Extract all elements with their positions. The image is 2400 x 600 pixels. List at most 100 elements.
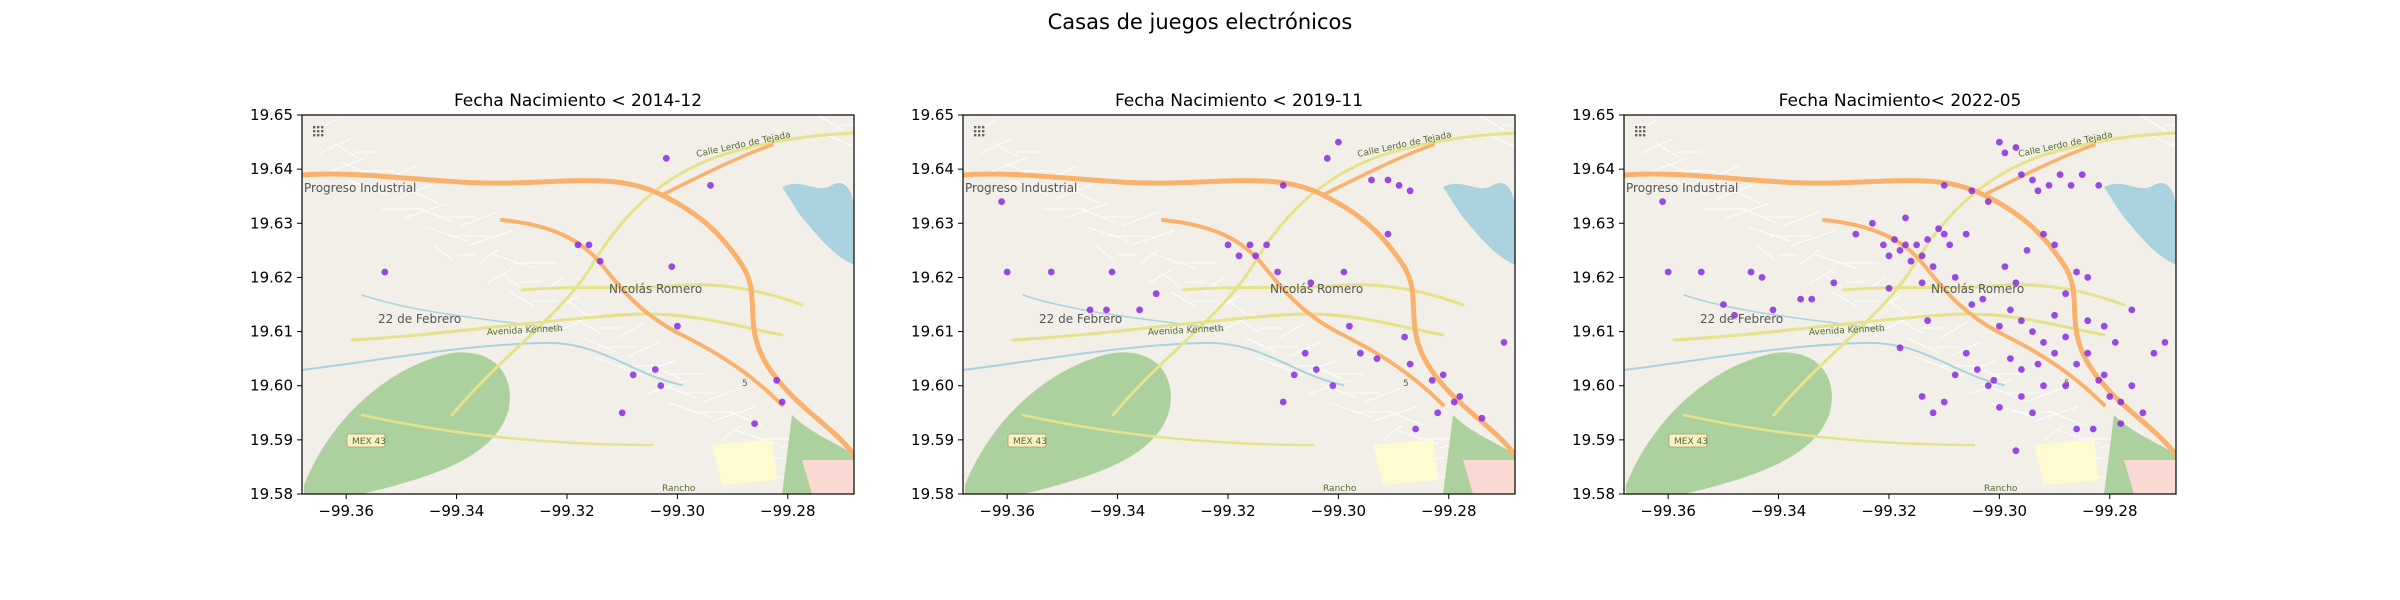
map-label-mex43: MEX 43 xyxy=(1674,437,1708,447)
highway-northeast xyxy=(1321,143,1435,197)
data-point xyxy=(1395,182,1403,189)
data-point xyxy=(1357,349,1364,357)
data-point xyxy=(1996,322,2003,330)
shield-box xyxy=(1007,433,1047,448)
highway-branch xyxy=(500,218,784,407)
data-point xyxy=(1406,187,1414,195)
data-point xyxy=(2106,393,2114,400)
street-segment xyxy=(1716,184,1754,200)
river xyxy=(302,341,683,386)
street-segment xyxy=(646,379,690,395)
primary-road-north xyxy=(1772,131,2176,417)
data-point xyxy=(751,420,758,427)
data-point xyxy=(1252,252,1259,260)
y-tick-label: 19.65 xyxy=(250,106,293,124)
x-tick-label: −99.36 xyxy=(318,502,374,520)
street-segment xyxy=(1479,115,1505,131)
data-point xyxy=(1003,268,1011,276)
street-segment xyxy=(1941,322,1967,338)
data-point xyxy=(2040,230,2047,238)
highway-branch xyxy=(1161,218,1445,407)
grid-dot xyxy=(1639,134,1642,137)
data-point xyxy=(1329,382,1337,390)
data-point xyxy=(773,376,781,384)
y-tick-label: 19.64 xyxy=(911,160,954,178)
data-point xyxy=(1891,236,1898,243)
data-point xyxy=(2128,382,2136,390)
street-segment xyxy=(328,157,366,173)
data-point xyxy=(1412,425,1419,433)
data-point xyxy=(1103,306,1110,314)
grid-dot xyxy=(982,130,985,133)
data-point xyxy=(1406,360,1414,368)
x-tick-label: −99.34 xyxy=(1090,502,1146,520)
street-segment xyxy=(403,203,447,219)
x-tick-label: −99.32 xyxy=(1200,502,1256,520)
street-segment xyxy=(1121,211,1159,227)
street-segment xyxy=(1831,291,1857,307)
street-segment xyxy=(1800,249,1820,265)
data-point xyxy=(1290,371,1298,379)
field-area xyxy=(2034,440,2099,485)
street-segment xyxy=(1055,184,1093,200)
data-point xyxy=(596,257,604,265)
street-segment xyxy=(1729,188,1761,204)
map-label-nicolas-romero: Nicolás Romero xyxy=(1931,282,2024,296)
panel-title: Fecha Nacimiento < 2014-12 xyxy=(454,91,702,111)
street-segment xyxy=(1152,253,1196,269)
grid-dot xyxy=(321,134,324,137)
x-tick-label: −99.32 xyxy=(1861,502,1917,520)
map-label-mex43: MEX 43 xyxy=(1013,437,1047,447)
data-point xyxy=(2100,371,2108,379)
data-point xyxy=(1224,241,1232,249)
data-point xyxy=(2007,306,2014,314)
street-segment xyxy=(487,268,513,284)
street-segment xyxy=(1139,249,1159,265)
data-point xyxy=(1373,355,1381,362)
street-segment xyxy=(566,299,586,315)
y-tick-label: 19.62 xyxy=(250,268,293,286)
data-point xyxy=(1456,393,1464,400)
data-point xyxy=(1968,301,1976,308)
x-tick-label: −99.28 xyxy=(760,502,816,520)
map-label-22-febrero: 22 de Febrero xyxy=(1700,312,1783,326)
grid-dot xyxy=(1635,126,1638,129)
y-tick-label: 19.63 xyxy=(1572,214,1615,232)
data-point xyxy=(1902,214,1909,222)
street-segment xyxy=(302,115,303,116)
x-tick-label: −99.34 xyxy=(1751,502,1807,520)
street-segment xyxy=(818,115,844,131)
grid-menu-icon xyxy=(974,126,985,137)
primary-road-avenida xyxy=(1011,312,1445,342)
axis-ticks: −99.36 −99.34 −99.32 −99.30 −99.28 19.58 19.59… xyxy=(911,106,1476,520)
street-segment xyxy=(478,249,498,265)
data-point xyxy=(1152,290,1160,298)
basemap: Progreso Industrial Nicolás Romero 22 de F… xyxy=(1624,115,2176,494)
shield-box xyxy=(1668,433,1708,448)
data-point xyxy=(1797,295,1804,303)
data-point xyxy=(1697,268,1705,276)
street-segment xyxy=(1888,299,1908,315)
street-segment xyxy=(509,291,535,307)
highway-branch xyxy=(1822,218,2106,407)
data-point xyxy=(2018,393,2025,400)
data-point xyxy=(1747,268,1755,276)
data-point xyxy=(1368,176,1375,184)
y-tick-label: 19.61 xyxy=(250,323,293,341)
data-point xyxy=(2117,398,2125,406)
street-segment xyxy=(980,138,1012,154)
y-tick-label: 19.64 xyxy=(1572,160,1615,178)
data-point xyxy=(2161,339,2169,346)
y-tick-label: 19.60 xyxy=(250,377,293,395)
data-point xyxy=(1896,247,1904,254)
street-segment xyxy=(593,356,631,372)
data-point xyxy=(1731,311,1738,319)
y-tick-label: 19.59 xyxy=(911,431,954,449)
data-point xyxy=(2029,409,2036,417)
grid-dot xyxy=(974,134,977,137)
data-point xyxy=(1830,279,1838,287)
street-segment xyxy=(619,322,645,338)
data-point xyxy=(1984,198,1992,206)
field-area xyxy=(712,440,777,485)
data-point xyxy=(2007,355,2014,362)
